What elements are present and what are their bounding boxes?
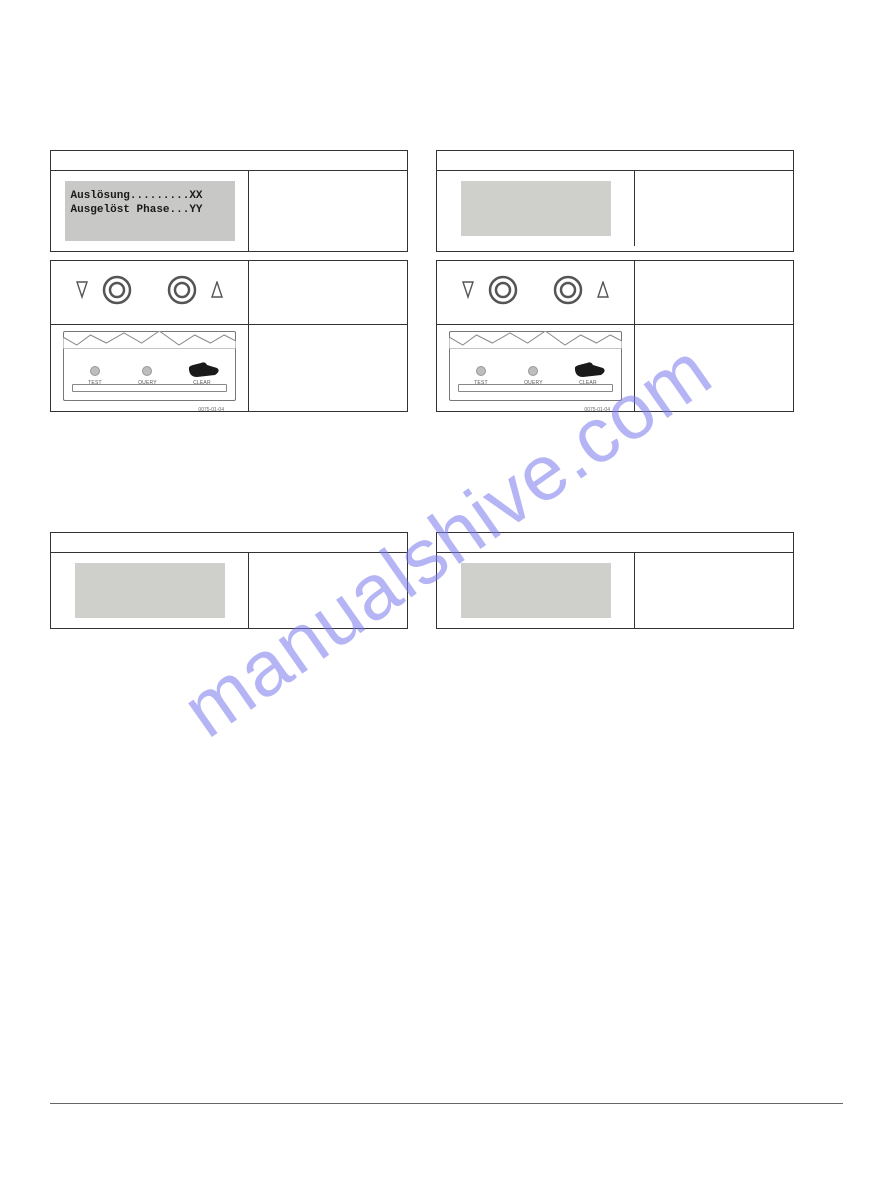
dial-top: [51, 261, 407, 325]
dial-desc: [635, 261, 793, 324]
lcd-display: Auslösung.........XX Ausgelöst Phase...Y…: [65, 181, 235, 241]
up-triangle-icon: [597, 281, 609, 304]
display-cell: [51, 553, 249, 628]
dial-bottom: TEST QUERY CLEAR: [437, 325, 793, 411]
button-strip: TEST QUERY CLEAR: [449, 331, 622, 401]
panel-header: [437, 151, 793, 171]
test-button[interactable]: TEST: [88, 366, 102, 386]
panel-bot-right: [436, 532, 794, 629]
panel-desc: [635, 553, 793, 628]
dial-knob-icon: [166, 274, 198, 311]
panel-body: [51, 553, 407, 628]
button-strip-cell: TEST QUERY CLEAR: [51, 325, 249, 411]
query-button[interactable]: QUERY: [138, 366, 157, 386]
dial-bottom: TEST QUERY CLEAR: [51, 325, 407, 411]
dial-knob-icon: [552, 274, 584, 311]
dial-desc: [249, 261, 407, 324]
figure-code: 0075-01-04: [198, 407, 224, 413]
button-strip: TEST QUERY CLEAR: [63, 331, 236, 401]
lcd-line-1: Auslösung.........XX: [71, 189, 229, 203]
display-cell: Auslösung.........XX Ausgelöst Phase...Y…: [51, 171, 249, 251]
test-button[interactable]: TEST: [474, 366, 488, 386]
torn-edge-icon: [63, 331, 236, 349]
panel-desc: [249, 171, 407, 251]
panel-header: [437, 533, 793, 553]
panel-desc: [635, 171, 793, 246]
lcd-display-empty: [461, 181, 611, 236]
torn-edge-icon: [449, 331, 622, 349]
row-2: TEST QUERY CLEAR: [50, 260, 843, 412]
display-cell: [437, 553, 635, 628]
panel-body: [437, 171, 793, 246]
panel-header: [51, 533, 407, 553]
led-icon: [142, 366, 152, 376]
led-icon: [90, 366, 100, 376]
row-1: Auslösung.........XX Ausgelöst Phase...Y…: [50, 150, 843, 252]
lcd-display-empty: [461, 563, 611, 618]
lcd-display-empty: [75, 563, 225, 618]
dial-top: [437, 261, 793, 325]
figure-code: 0075-01-04: [584, 407, 610, 413]
dial-bottom-desc: [635, 325, 793, 411]
display-cell: [437, 171, 635, 246]
dial-panel-left: TEST QUERY CLEAR: [50, 260, 408, 412]
hand-press-icon: [573, 356, 607, 378]
panel-body: Auslösung.........XX Ausgelöst Phase...Y…: [51, 171, 407, 251]
page: manualshive.com Auslösung.........XX Aus…: [50, 50, 843, 1138]
dial-controls: [51, 261, 249, 324]
panel-body: [437, 553, 793, 628]
dial-knob-icon: [487, 274, 519, 311]
panel-top-left: Auslösung.........XX Ausgelöst Phase...Y…: [50, 150, 408, 252]
led-icon: [476, 366, 486, 376]
lcd-line-2: Ausgelöst Phase...YY: [71, 203, 229, 217]
row-3: [50, 532, 843, 629]
hand-press-icon: [187, 356, 221, 378]
dial-knob-icon: [101, 274, 133, 311]
panel-top-right: [436, 150, 794, 252]
button-bar: [458, 384, 613, 392]
footer-rule: [50, 1103, 843, 1104]
button-strip-cell: TEST QUERY CLEAR: [437, 325, 635, 411]
led-icon: [528, 366, 538, 376]
panel-header: [51, 151, 407, 171]
button-bar: [72, 384, 227, 392]
query-button[interactable]: QUERY: [524, 366, 543, 386]
down-triangle-icon: [462, 281, 474, 304]
down-triangle-icon: [76, 281, 88, 304]
panel-bot-left: [50, 532, 408, 629]
dial-bottom-desc: [249, 325, 407, 411]
dial-panel-right: TEST QUERY CLEAR: [436, 260, 794, 412]
dial-controls: [437, 261, 635, 324]
up-triangle-icon: [211, 281, 223, 304]
panel-desc: [249, 553, 407, 628]
